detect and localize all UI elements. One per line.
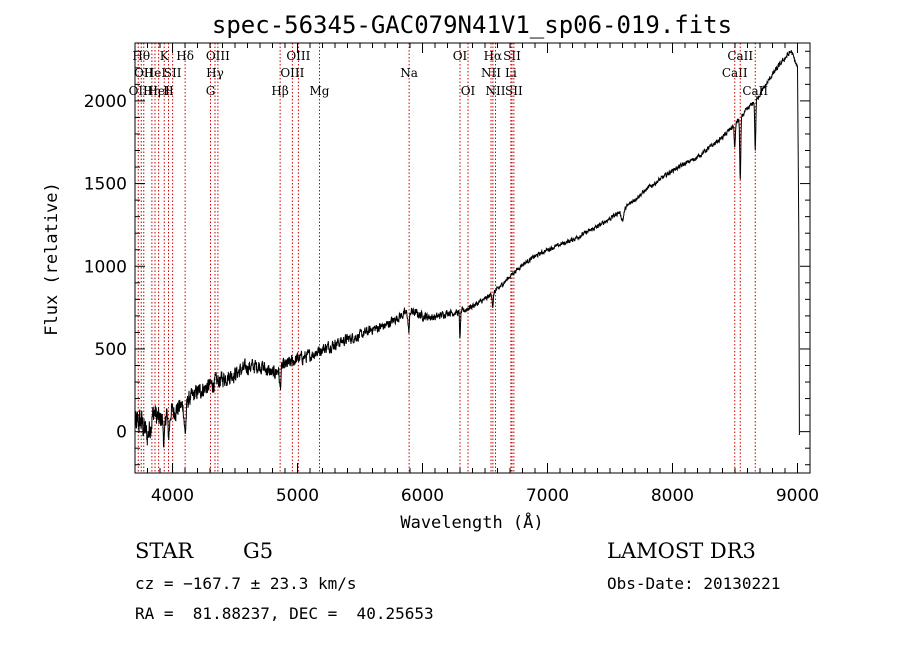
spectral-line-label: SII xyxy=(505,84,523,98)
spectral-line-label: Hγ xyxy=(206,66,224,80)
y-tick-label: 1000 xyxy=(84,257,127,277)
spectral-line-label: G xyxy=(206,84,216,98)
spectral-line-label: OIII xyxy=(206,49,230,63)
spectral-line-label: Li xyxy=(505,66,517,80)
object-subclass: G5 xyxy=(243,539,274,563)
x-axis-label: Wavelength (Å) xyxy=(400,511,543,533)
spectral-line-label: OIII xyxy=(280,66,304,80)
spectral-line-label: HeI xyxy=(147,84,170,98)
spectral-line-label: Hη xyxy=(143,84,161,98)
spectral-line-label: SII xyxy=(503,49,521,63)
y-tick-label: 1500 xyxy=(84,175,127,195)
redshift-cz: cz = −167.7 ± 23.3 km/s xyxy=(135,574,357,593)
spectral-line-label: HeI xyxy=(144,66,167,80)
y-tick-label: 500 xyxy=(95,340,127,360)
spectral-line-label: OII xyxy=(134,66,154,80)
spectrum-series-line xyxy=(134,50,800,448)
spectral-line-label: OI xyxy=(461,84,476,98)
object-class: STAR xyxy=(135,539,194,563)
spectral-line-label: CaII xyxy=(742,84,768,98)
ra-dec-coordinates: RA = 81.88237, DEC = 40.25653 xyxy=(135,604,434,623)
y-axis-label: Flux (relative) xyxy=(42,182,62,336)
y-tick-label: 0 xyxy=(116,423,127,443)
spectral-line-label: Hβ xyxy=(271,84,288,98)
spectral-line-label: H xyxy=(163,84,173,98)
survey-name: LAMOST DR3 xyxy=(607,539,756,563)
x-tick-label: 6000 xyxy=(401,486,444,506)
spectral-line-label: Na xyxy=(400,66,418,80)
spectral-line-label: SII xyxy=(164,66,182,80)
chart-title: spec-56345-GAC079N41V1_sp06-019.fits xyxy=(212,11,732,39)
spectral-line-label: NII xyxy=(481,66,501,80)
plot-frame xyxy=(134,42,811,474)
spectral-line-label: K xyxy=(160,49,170,63)
spectral-line-label: OI xyxy=(453,49,468,63)
spectral-line-label: Hθ xyxy=(132,49,150,63)
x-tick-label: 7000 xyxy=(526,486,569,506)
axis-ticks: 4000 5000 6000 7000 8000 9000 0 500 1000 1500 2000 xyxy=(84,43,819,506)
spectrum-chart: spec-56345-GAC079N41V1_sp06-019.fits OII… xyxy=(42,11,819,533)
spectral-line-label: OII xyxy=(129,84,149,98)
spectral-line-label: CaII xyxy=(727,49,753,63)
y-tick-label: 2000 xyxy=(84,92,127,112)
spectral-line-label: CaII xyxy=(722,66,748,80)
x-tick-label: 5000 xyxy=(276,486,319,506)
spectral-line-label: Hα xyxy=(484,49,503,63)
spectral-line-label: Hδ xyxy=(176,49,194,63)
spectral-line-label: Mg xyxy=(310,84,330,98)
spectral-line-markers: OIIHθOIIHηHeIHeIKHSIIHδGHγOIIIHβOIIIOIII… xyxy=(129,43,768,473)
observation-date: Obs-Date: 20130221 xyxy=(607,574,781,593)
spectral-line-label: NII xyxy=(486,84,506,98)
x-tick-label: 8000 xyxy=(651,486,694,506)
x-tick-label: 9000 xyxy=(776,486,819,506)
x-tick-label: 4000 xyxy=(151,486,194,506)
spectral-line-label: OIII xyxy=(286,49,310,63)
